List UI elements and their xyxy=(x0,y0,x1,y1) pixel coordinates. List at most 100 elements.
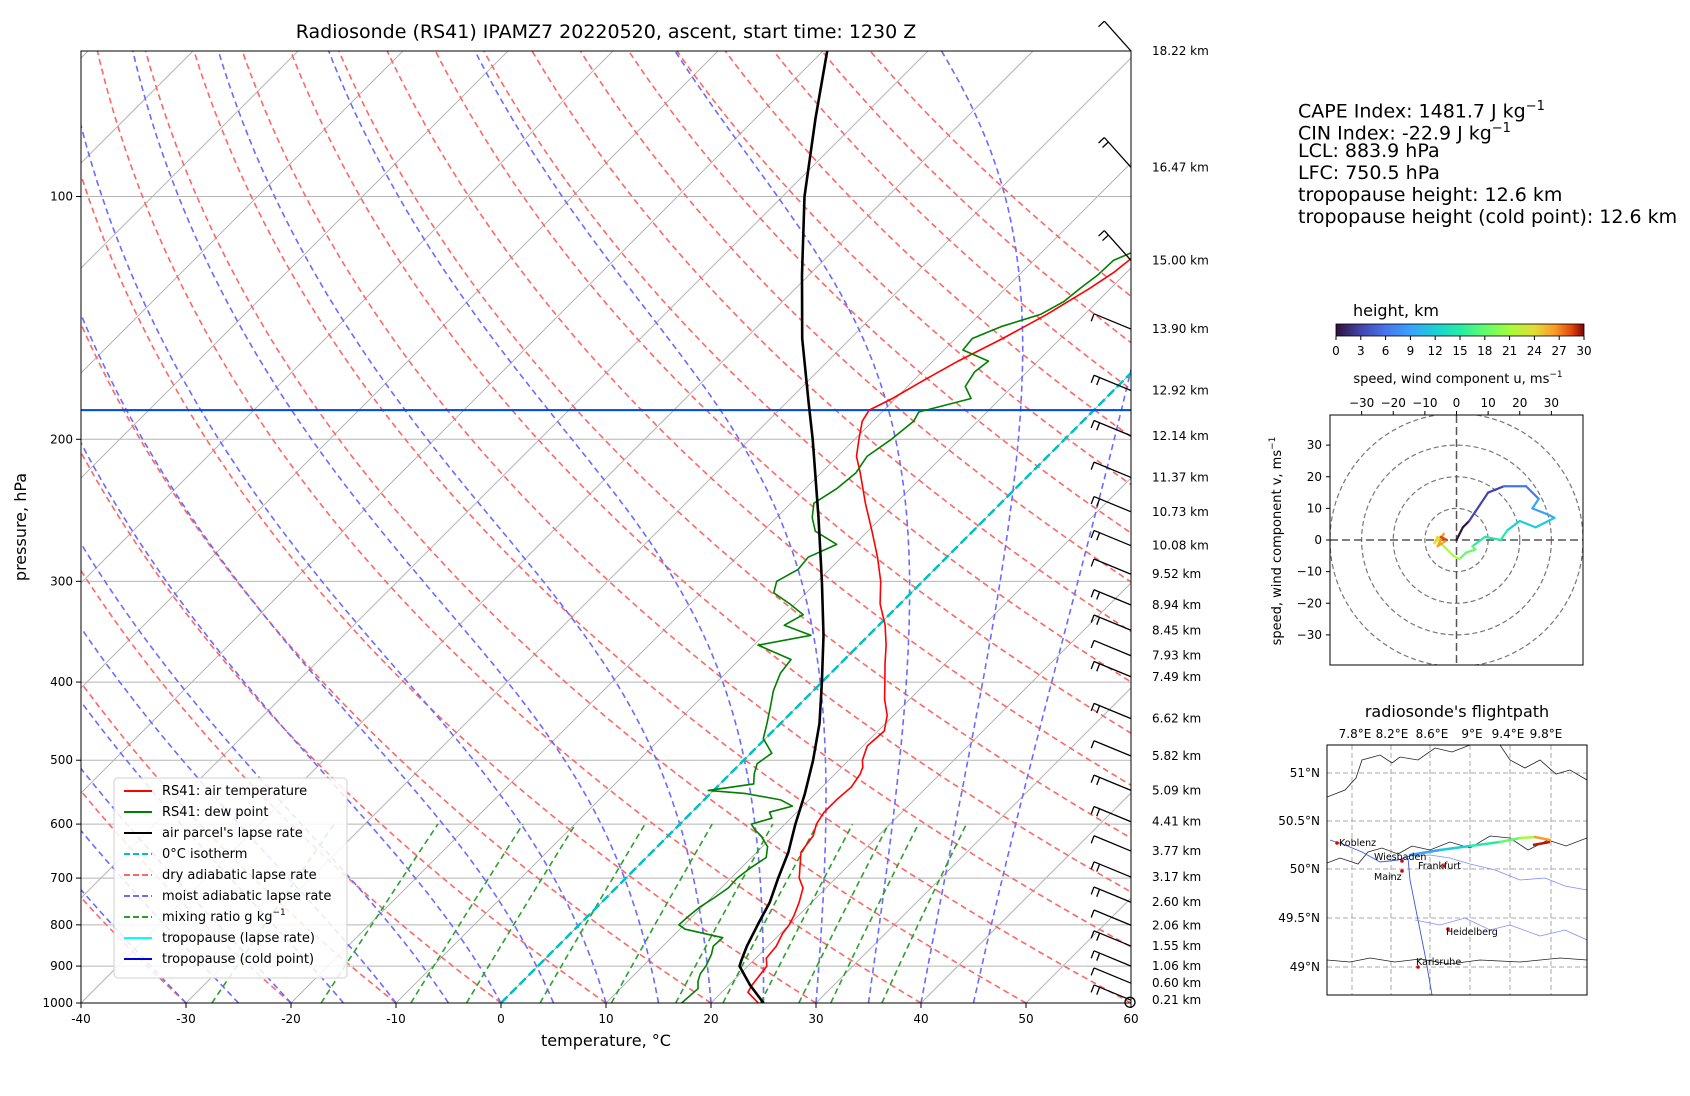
x-tick-label: -10 xyxy=(386,1012,406,1026)
wind-barb xyxy=(1090,558,1132,575)
wind-barb xyxy=(1090,805,1132,823)
river xyxy=(1409,854,1587,891)
y-tick-label: 1000 xyxy=(42,996,73,1010)
flightpath-segment xyxy=(1518,835,1537,840)
height-label: 16.47 km xyxy=(1152,160,1209,174)
moist-adiabat-line xyxy=(81,122,607,1003)
wind-barb xyxy=(1090,419,1132,437)
x-axis-label: temperature, °C xyxy=(541,1031,671,1050)
height-label: 7.49 km xyxy=(1152,670,1201,684)
mixing-ratio-line xyxy=(759,823,854,1003)
wind-u-tick-label: −20 xyxy=(1381,396,1406,410)
moist-adiabat-line xyxy=(474,51,827,1003)
cin-index: CIN Index: -22.9 J kg−1 xyxy=(1298,121,1511,145)
flightpath-segment xyxy=(1408,848,1442,857)
dry-adiabat-line xyxy=(338,51,1131,839)
city-marker xyxy=(1446,927,1450,931)
hodograph-segment xyxy=(1474,491,1490,513)
wind-v-tick-label: −10 xyxy=(1297,565,1322,579)
hodograph-segment xyxy=(1531,507,1550,516)
colorbar-tick-label: 15 xyxy=(1452,344,1467,358)
dry-adiabat-line xyxy=(241,51,1131,948)
wind-barb xyxy=(1090,461,1132,479)
map-title: radiosonde's flightpath xyxy=(1365,702,1549,721)
city-label: Heidelberg xyxy=(1446,927,1498,938)
legend-label: dry adiabatic lapse rate xyxy=(162,868,317,883)
x-tick-label: 30 xyxy=(808,1012,823,1026)
hodograph-segment xyxy=(1483,535,1502,542)
wind-v-tick-label: −30 xyxy=(1297,628,1322,642)
hodograph-segment xyxy=(1445,548,1455,557)
colorbar-tick-label: 30 xyxy=(1576,344,1591,358)
wind-v-tick-label: 30 xyxy=(1307,438,1322,452)
colorbar-tick-label: 6 xyxy=(1382,344,1390,358)
hodograph-segment xyxy=(1499,529,1509,542)
hodograph-segment xyxy=(1531,497,1540,510)
dewpoint-curve xyxy=(678,252,1131,1003)
colorbar-tick-label: 9 xyxy=(1407,344,1415,358)
wind-v-tick-label: −20 xyxy=(1297,596,1322,610)
mixing-ratio-line xyxy=(722,823,819,1003)
isotherm-line xyxy=(81,51,404,374)
river xyxy=(1329,839,1411,863)
height-label: 15.00 km xyxy=(1152,253,1209,267)
height-label: 1.55 km xyxy=(1152,939,1201,953)
isotherm-line xyxy=(710,582,1131,1003)
height-label: 18.22 km xyxy=(1152,44,1209,58)
colorbar xyxy=(1335,323,1585,337)
tropopause-height-cold: tropopause height (cold point): 12.6 km xyxy=(1298,206,1678,228)
y-tick-label: 700 xyxy=(50,871,73,885)
isotherm-line xyxy=(605,477,1131,1003)
wind-barb xyxy=(1090,639,1132,657)
legend-label: tropopause (lapse rate) xyxy=(162,931,315,946)
colorbar-tick-label: 3 xyxy=(1357,344,1365,358)
wind-barb xyxy=(1090,909,1132,926)
flightpath-segment xyxy=(1533,835,1552,842)
mixing-ratio-line xyxy=(539,823,646,1003)
wind-plot-area xyxy=(1330,415,1583,665)
mixing-ratio-line xyxy=(320,823,439,1003)
height-label: 2.06 km xyxy=(1152,918,1201,932)
hodograph-segment xyxy=(1471,535,1487,548)
flightpath-segment xyxy=(1532,840,1551,847)
colorbar-tick-label: 18 xyxy=(1477,344,1492,358)
parcel-curve xyxy=(738,51,829,1003)
map-lon-label: 8.6°E xyxy=(1416,727,1449,741)
hodograph-segment xyxy=(1455,526,1464,542)
y-tick-label: 900 xyxy=(50,959,73,973)
wind-barb xyxy=(1098,230,1132,261)
height-label: 0.60 km xyxy=(1152,976,1201,990)
wind-barb xyxy=(1090,740,1132,757)
map-lon-label: 8.2°E xyxy=(1376,727,1409,741)
colorbar-tick-label: 12 xyxy=(1428,344,1443,358)
city-marker xyxy=(1400,869,1404,873)
dry-adiabat-line xyxy=(579,51,1131,583)
wind-barb xyxy=(1090,835,1132,852)
height-label: 2.60 km xyxy=(1152,895,1201,909)
height-label: 13.90 km xyxy=(1152,322,1209,336)
map-lon-label: 9.8°E xyxy=(1530,727,1563,741)
hodograph-segment xyxy=(1487,485,1506,494)
y-tick-label: 300 xyxy=(50,574,73,588)
wind-barbs xyxy=(1090,20,1136,1008)
y-tick-label: 500 xyxy=(50,753,73,767)
height-label: 3.77 km xyxy=(1152,844,1201,858)
dry-adiabat-line xyxy=(772,51,1131,391)
moist-adiabat-line xyxy=(81,312,555,1003)
legend-box xyxy=(113,777,348,979)
legend-label: 0°C isotherm xyxy=(162,847,247,862)
height-label: 9.52 km xyxy=(1152,567,1201,581)
map-lon-label: 7.8°E xyxy=(1339,727,1372,741)
isotherm-line xyxy=(920,792,1131,1003)
dry-adiabat-line xyxy=(531,51,1131,633)
city-label: Frankfurt xyxy=(1418,861,1461,872)
wind-barb xyxy=(1098,20,1132,52)
wind-u-tick-label: −10 xyxy=(1412,396,1437,410)
map-lon-label: 9.4°E xyxy=(1492,727,1525,741)
indices-panel: CAPE Index: 1481.7 J kg−1 CIN Index: -22… xyxy=(1298,96,1677,228)
isotherm-line xyxy=(81,51,719,689)
hodograph-segment xyxy=(1464,548,1477,554)
wind-barb xyxy=(1090,984,1132,1001)
